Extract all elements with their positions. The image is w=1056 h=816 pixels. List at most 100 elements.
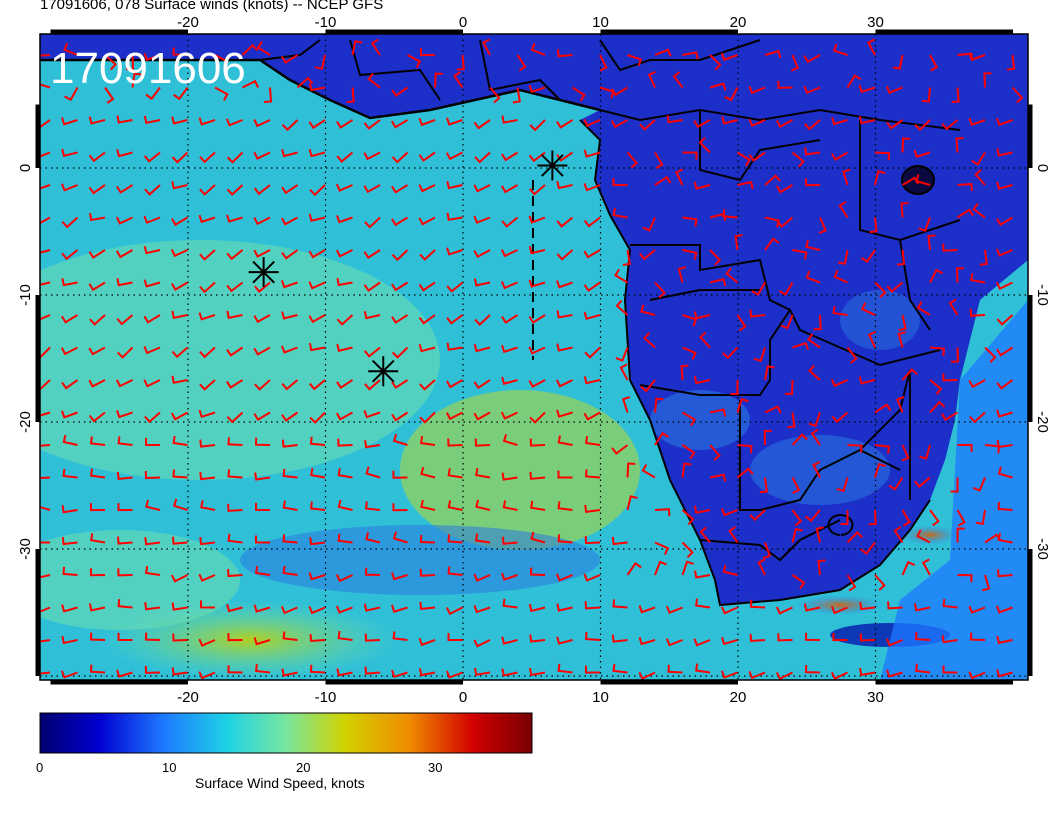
wind-barb [695,598,711,609]
wind-barb [792,249,808,260]
wind-barb [363,311,381,320]
lat-tick-label: -20 [17,411,34,433]
wind-barb [529,471,546,480]
wind-barb [392,531,408,544]
wind-barb [791,151,805,168]
wind-barb [198,117,216,126]
wind-barb [968,605,986,614]
wind-barb [391,151,409,164]
wind-barb [418,216,436,226]
wind-barb [482,38,491,56]
wind-barb [803,85,821,95]
colorbar-label: Surface Wind Speed, knots [195,775,365,791]
wind-barb [199,249,216,261]
wind-barb [612,178,628,187]
wind-barb [942,665,958,674]
wind-barb [528,379,546,389]
wind-barb [456,54,465,71]
wind-barb [88,249,106,259]
wind-barb [501,668,518,677]
wind-barb [198,638,216,647]
wind-barb [677,266,686,283]
wind-barb [198,409,216,419]
wind-barb [489,86,501,104]
wind-barb [996,439,1013,449]
wind-barb [473,215,491,224]
wind-barb [263,87,273,103]
wind-barb [556,49,573,58]
wind-barb [501,115,518,124]
wind-barb [846,346,858,364]
page-title: 17091606, 078 Surface winds (knots) -- N… [40,0,384,13]
wind-barb [335,183,353,192]
wind-barb [282,468,298,479]
wind-barb [748,671,766,680]
wind-barb [791,509,803,527]
wind-barb [336,343,353,352]
wind-barb [892,54,904,70]
wind-barb [145,565,161,576]
wind-barb [144,537,161,546]
wind-barb [654,508,671,517]
wind-barb [116,669,133,678]
wind-barb [198,671,216,680]
wind-barb [337,631,353,641]
wind-barb [996,148,1013,157]
wind-barb [584,631,601,641]
wind-barb [681,462,692,478]
lon-tick-label: -10 [315,689,337,706]
wind-barb [40,476,51,480]
wind-barb [364,567,381,576]
wind-barb [901,560,915,576]
wind-barb [528,84,546,94]
wind-barb [921,558,931,576]
wind-barb [583,183,601,192]
wind-barb [280,345,298,354]
wind-barb [474,438,491,447]
wind-barb [419,568,436,577]
wind-barb [61,278,78,287]
wind-barb [666,115,683,124]
wind-barb [950,347,959,363]
wind-barb [214,86,229,101]
wind-barb [227,633,243,642]
wind-barb [919,444,931,460]
wind-barb [391,572,408,581]
wind-barb [391,249,409,262]
wind-barb [886,669,903,678]
wind-barb [805,509,821,523]
wind-barb [583,249,601,259]
wind-barb [840,509,849,526]
wind-barb [622,249,631,266]
storm-marker [248,257,279,288]
lon-tick-label: 30 [867,689,884,706]
wind-barb [364,379,381,391]
wind-barb [40,83,51,89]
wind-barb [693,181,711,190]
wind-barb [419,411,436,424]
wind-barb [143,52,161,62]
wind-barb [453,71,464,89]
wind-barb [996,346,1014,357]
wind-barb [838,201,849,219]
wind-barb [88,184,106,195]
wind-barb [557,663,573,674]
wind-barb [281,249,299,260]
wind-barb [89,632,106,641]
wind-barb [418,668,436,677]
wind-barb [858,376,876,385]
wind-barb [721,116,738,125]
wind-barb [737,444,753,454]
wind-barb [996,216,1014,227]
wind-barb [446,379,464,389]
wind-barb [391,669,408,679]
wind-barb [89,503,106,512]
wind-barb [996,669,1013,678]
wind-barb [308,82,326,92]
wind-barb [473,119,491,130]
wind-barb [226,184,244,196]
wind-barb [584,469,601,479]
wind-barb [198,573,216,582]
timestamp-overlay: 17091606 [50,44,246,93]
wind-barb [40,639,51,643]
